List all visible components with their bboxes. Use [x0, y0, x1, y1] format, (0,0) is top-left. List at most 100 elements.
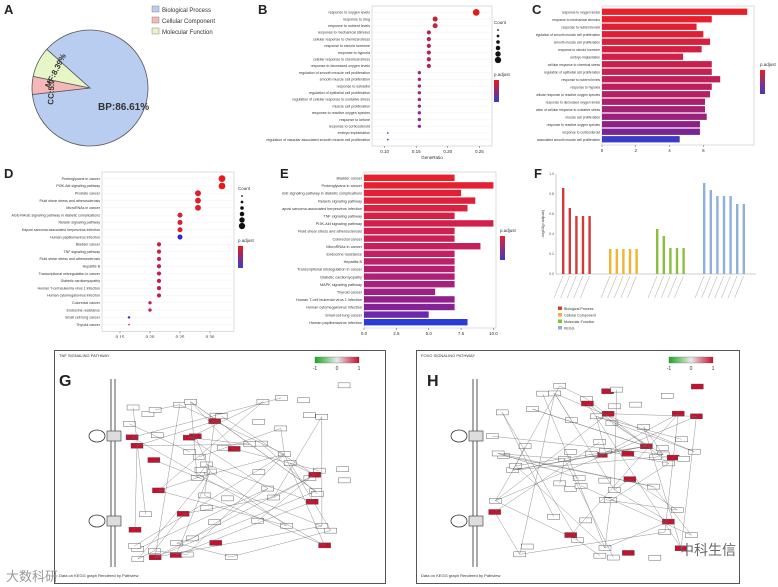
term-label: response to reactive oxygen species: [312, 111, 370, 115]
pathway-edge: [512, 385, 560, 471]
gene-box: [564, 486, 577, 492]
pathway-edge: [502, 412, 578, 541]
pathway-edge: [559, 385, 587, 399]
legend-swatch: [151, 27, 160, 35]
legend-swatch: [151, 16, 160, 24]
legend-title-padj: p.adjust: [760, 62, 777, 67]
term-label: Thyroid cancer: [337, 290, 363, 294]
gene-box: [598, 477, 612, 484]
x-tick-label: 2: [635, 148, 638, 153]
bar: [581, 216, 585, 274]
pathway-edge: [614, 489, 669, 522]
bar: [602, 98, 706, 105]
pathway-edge: [515, 465, 606, 549]
x-tick-label: 0.0: [361, 331, 368, 336]
legend-size-dot: [496, 34, 500, 38]
bar: [364, 197, 476, 204]
legend-size-dot: [494, 56, 502, 64]
pathway-edge: [189, 401, 264, 438]
term-label: Human cytomegalovirus infection: [306, 306, 362, 310]
pathway-edge: [155, 525, 322, 558]
color-scale: [668, 356, 714, 364]
gene-box: [608, 403, 621, 410]
gene-box: [123, 421, 136, 427]
bar: [588, 216, 591, 274]
data-point: [417, 104, 422, 108]
bar: [635, 249, 638, 274]
gene-box: [513, 551, 526, 558]
data-point: [195, 197, 201, 204]
term-label: regulation of vascular associated smooth…: [266, 138, 370, 142]
data-point: [426, 50, 431, 55]
bar: [669, 248, 672, 274]
term-label: Prostate cancer: [75, 191, 101, 195]
data-point: [177, 212, 183, 218]
term-label: embryo implantation: [338, 131, 370, 135]
panel-h-pathway-map: FOXO SIGNALING PATHWAY -1 0 1 H Data on KE…: [416, 350, 740, 584]
y-axis-label: -log10(p.adjust): [540, 209, 545, 237]
term-label: Colorectal cancer: [332, 237, 362, 241]
gene-box: [593, 552, 607, 559]
bar: [622, 249, 625, 274]
term-label: Human papillomavirus infection: [50, 235, 100, 239]
gene-box: [579, 517, 592, 524]
gene-box: [200, 505, 213, 511]
pathway-edge: [273, 474, 315, 498]
bar: [602, 31, 704, 38]
pathway-edge: [502, 412, 554, 517]
legend-title-count: Count: [494, 20, 507, 25]
bar: [602, 128, 700, 135]
panel-label-c: C: [532, 2, 542, 17]
gene-box: [593, 439, 606, 445]
legend-swatch: [151, 5, 160, 13]
bar: [709, 190, 712, 274]
term-label: Human T-cell leukemia virus 1 infection: [296, 298, 362, 302]
legend-title-padj: p.adjust: [494, 72, 511, 77]
category-label-stub: [560, 275, 570, 299]
data-point: [426, 30, 431, 35]
bar: [602, 53, 684, 60]
watermark-left: 大数科研: [6, 569, 59, 584]
term-label: Kaposi sarcoma-associated herpesvirus in…: [282, 207, 362, 211]
bar: [364, 296, 455, 303]
pathway-edge: [577, 540, 601, 556]
legend-label: KEGG: [564, 327, 575, 331]
ligand-node: [88, 514, 106, 528]
term-label: regulation of cellular response to oxida…: [292, 98, 370, 102]
pathway-edge: [519, 531, 665, 555]
term-label: response to estradiol: [337, 84, 371, 88]
x-tick-label: 0.20: [146, 334, 155, 338]
pathway-edge: [134, 453, 285, 547]
pathway-edge: [604, 521, 669, 549]
category-label-stub: [580, 275, 590, 299]
term-label: regulation of smooth muscle cell prolife…: [299, 71, 370, 75]
pathway-edge: [176, 501, 313, 556]
term-label: response to steroid hormone: [324, 44, 370, 48]
x-tick-label: 0: [601, 148, 604, 153]
gene-box: [661, 393, 674, 399]
gene-box: [621, 451, 635, 457]
x-tick-label: 0.25: [176, 334, 185, 338]
category-label-stub: [660, 275, 671, 299]
data-point: [218, 175, 226, 183]
legend-color-bar: [500, 236, 505, 260]
category-label-stub: [674, 275, 684, 299]
legend-color-bar: [494, 80, 499, 102]
panel-d-dot-plot: Proteoglycans in cancer PI3K-Akt signalin…: [12, 171, 255, 338]
legend-label: Cellular Component: [162, 19, 215, 25]
gene-box: [126, 404, 140, 411]
term-label: Endocrine resistance: [327, 252, 362, 256]
data-point: [426, 57, 431, 62]
category-label-stub: [721, 275, 731, 299]
bar: [682, 248, 685, 274]
category-label-stub: [627, 275, 637, 299]
pathway-edge: [154, 404, 180, 558]
legend-title-padj: p.adjust: [238, 238, 255, 243]
term-label: MicroRNAs in cancer: [326, 245, 362, 249]
pathway-edge: [187, 454, 285, 555]
data-point: [177, 234, 183, 240]
pathway-edge: [197, 453, 285, 478]
term-label: response to ketone: [339, 118, 370, 122]
pathway-edge: [601, 446, 647, 456]
bar: [628, 249, 632, 274]
